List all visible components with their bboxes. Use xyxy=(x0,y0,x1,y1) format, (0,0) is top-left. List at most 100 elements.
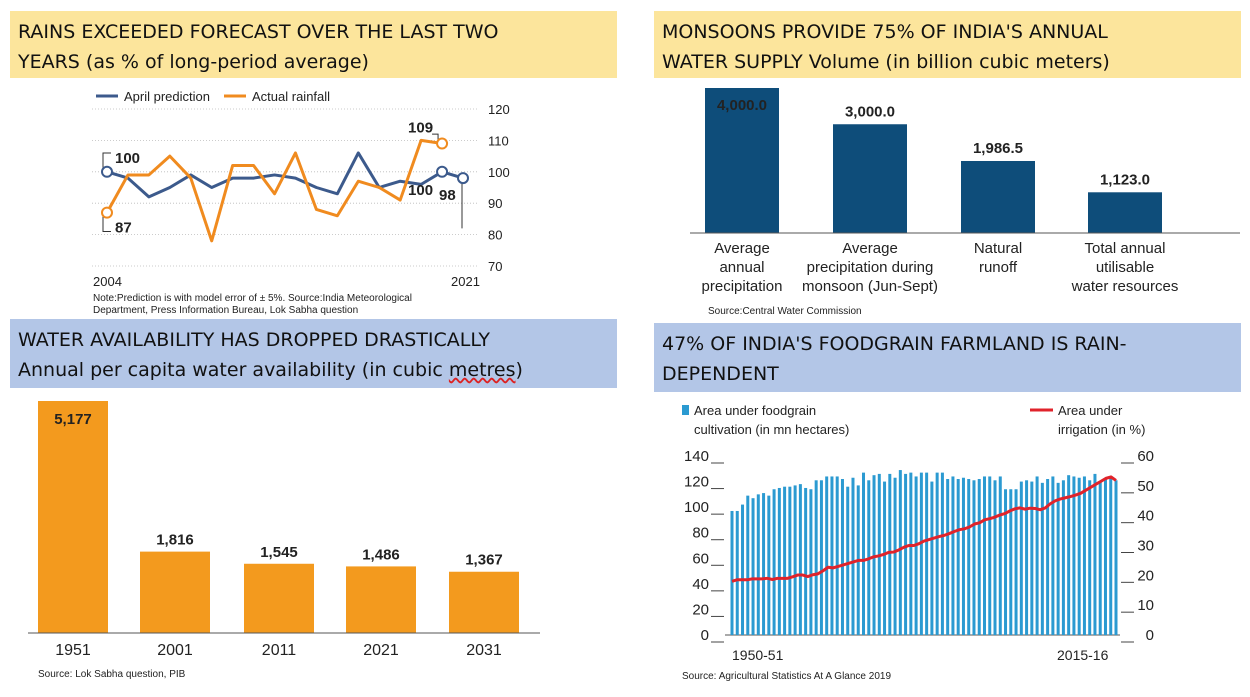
monsoon-source: Source:Central Water Commission xyxy=(708,306,862,317)
x-label-1950-51: 1950-51 xyxy=(732,647,784,663)
foodgrain-bar xyxy=(993,480,997,635)
foodgrain-bar xyxy=(1077,477,1081,635)
foodgrain-bar xyxy=(914,476,918,635)
foodgrain-bar xyxy=(1004,489,1008,635)
legend-irrigation-line1: Area under xyxy=(1058,403,1123,418)
foodgrain-bar xyxy=(1019,481,1023,635)
foodgrain-bar xyxy=(935,472,939,635)
foodgrain-bar xyxy=(741,504,745,635)
left-y-tick: 100 xyxy=(684,499,709,516)
rain-note-line1: Note:Prediction is with model error of ±… xyxy=(93,293,412,304)
monsoon-bar xyxy=(1088,192,1162,233)
water-bar-2021 xyxy=(346,566,416,633)
rain-y-tick: 90 xyxy=(488,196,502,211)
foodgrain-bar xyxy=(762,493,766,635)
foodgrain-bar xyxy=(1061,480,1065,635)
monsoon-category-label: precipitation during xyxy=(807,259,934,276)
foodgrain-bar xyxy=(1072,476,1076,635)
water-availability-chart: 5,177 1951 1,816 2001 1,545 2011 1,486 2021 1,36… xyxy=(28,401,540,680)
foodgrain-bar xyxy=(730,510,734,635)
water-value-label: 1,367 xyxy=(465,552,503,569)
foodgrain-bar xyxy=(1103,479,1107,635)
data-label-100: 100 xyxy=(115,150,140,167)
water-availability-title-banner: WATER AVAILABILITY HAS DROPPED DRASTICAL… xyxy=(10,319,617,388)
water-year-label: 2001 xyxy=(157,642,193,659)
right-y-tick: 10 xyxy=(1137,597,1154,614)
foodgrain-bar xyxy=(1035,476,1039,635)
legend-irrigation-line2: irrigation (in %) xyxy=(1058,422,1145,437)
water-availability-title-line2: Annual per capita water availability (in… xyxy=(18,355,609,385)
foodgrain-title-banner: 47% OF INDIA'S FOODGRAIN FARMLAND IS RAI… xyxy=(654,323,1241,392)
foodgrain-bar xyxy=(961,477,965,635)
data-label-100: 100 xyxy=(408,182,433,199)
irrigation-line xyxy=(731,475,1117,583)
foodgrain-source: Source: Agricultural Statistics At A Gla… xyxy=(682,671,891,682)
monsoon-category-label: water resources xyxy=(1071,278,1179,295)
foodgrain-bar xyxy=(783,486,787,635)
monsoon-category-label: Average xyxy=(714,240,770,257)
point-marker xyxy=(101,206,113,219)
rain-y-tick: 70 xyxy=(488,259,502,274)
monsoon-category-label: Natural xyxy=(974,240,1022,257)
monsoon-category-label: precipitation xyxy=(702,278,783,295)
foodgrain-bar xyxy=(756,494,760,635)
foodgrain-bar xyxy=(1009,489,1013,635)
foodgrain-bar xyxy=(751,498,755,635)
foodgrain-bar xyxy=(1082,476,1086,635)
foodgrain-bar xyxy=(835,476,839,635)
foodgrain-bar xyxy=(883,481,887,635)
foodgrain-bar xyxy=(793,485,797,635)
left-y-tick: 40 xyxy=(692,576,709,593)
actual-rainfall-line xyxy=(105,138,443,243)
foodgrain-bar xyxy=(746,495,750,635)
data-label-87: 87 xyxy=(115,220,132,237)
foodgrain-bar xyxy=(1114,480,1118,635)
foodgrain-bar xyxy=(998,476,1002,635)
water-year-label: 1951 xyxy=(55,642,91,659)
left-y-tick: 60 xyxy=(692,550,709,567)
foodgrain-bar xyxy=(925,472,929,635)
water-bar-1951 xyxy=(38,401,108,633)
foodgrain-bar xyxy=(898,470,902,635)
left-y-tick: 20 xyxy=(692,601,709,618)
foodgrain-bar xyxy=(940,472,944,635)
monsoon-category-label: annual xyxy=(719,259,764,276)
foodgrain-bar xyxy=(982,476,986,635)
foodgrain-bar xyxy=(893,477,897,635)
foodgrain-bar xyxy=(767,495,771,635)
foodgrain-bar xyxy=(1067,475,1071,635)
water-bar-2031 xyxy=(449,571,519,633)
water-value-label: 1,545 xyxy=(260,544,298,561)
foodgrain-bar xyxy=(840,479,844,635)
right-y-tick: 30 xyxy=(1137,538,1154,555)
foodgrain-bar xyxy=(798,484,802,635)
foodgrain-bar xyxy=(967,479,971,635)
point-marker xyxy=(436,137,449,150)
foodgrain-bar xyxy=(930,481,934,635)
foodgrain-bar xyxy=(919,472,923,635)
foodgrain-bar xyxy=(851,477,855,635)
right-y-tick: 50 xyxy=(1137,478,1154,495)
foodgrain-title-line1: 47% OF INDIA'S FOODGRAIN FARMLAND IS RAI… xyxy=(662,333,1127,355)
foodgrain-bar xyxy=(951,476,955,635)
foodgrain-bar xyxy=(788,486,792,635)
water-year-label: 2031 xyxy=(466,642,502,659)
foodgrain-bar xyxy=(809,489,813,635)
rain-forecast-title-line2: YEARS (as % of long-period average) xyxy=(18,51,369,73)
rain-forecast-title-line1: RAINS EXCEEDED FORECAST OVER THE LAST TW… xyxy=(18,21,499,43)
foodgrain-bar xyxy=(909,472,913,635)
foodgrain-bar xyxy=(1088,480,1092,635)
foodgrain-bar xyxy=(977,479,981,635)
monsoon-category-label: Average xyxy=(842,240,898,257)
x-label-2021: 2021 xyxy=(451,274,480,289)
water-bar-2001 xyxy=(140,551,210,633)
point-marker xyxy=(101,165,113,178)
label-leader xyxy=(102,152,111,172)
foodgrain-bar xyxy=(862,472,866,635)
right-y-tick: 0 xyxy=(1146,627,1154,644)
legend-april-prediction: April prediction xyxy=(124,89,210,104)
foodgrain-bar xyxy=(846,486,850,635)
rain-y-tick: 80 xyxy=(488,228,502,243)
foodgrain-bar xyxy=(872,475,876,635)
foodgrain-bar xyxy=(988,476,992,635)
